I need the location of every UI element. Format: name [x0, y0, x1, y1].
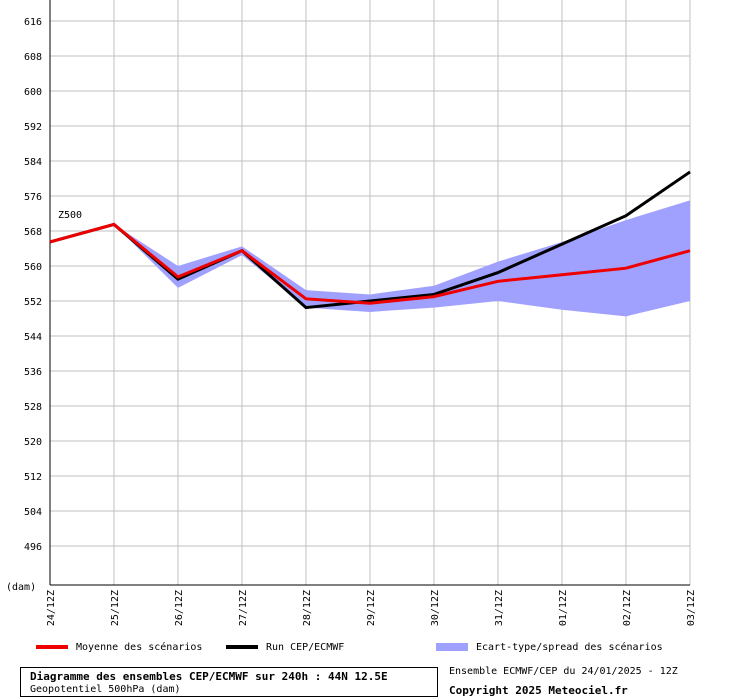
x-tick-label: 28/12Z: [302, 590, 313, 626]
y-unit-label: (dam): [6, 582, 36, 593]
y-tick-label: 520: [24, 437, 42, 448]
chart-title: Diagramme des ensembles CEP/ECMWF sur 24…: [30, 670, 388, 683]
ensemble-chart: 496 504 512 520 528 536 544 552 560 568 576 584 592 6…: [6, 0, 697, 626]
x-tick-label: 25/12Z: [110, 590, 121, 626]
x-tick-label: 27/12Z: [238, 590, 249, 626]
legend-spread: Ecart-type/spread des scénarios: [436, 638, 663, 656]
y-tick-label: 568: [24, 227, 42, 238]
spread-band: [50, 200, 690, 317]
legend-run: Run CEP/ECMWF: [226, 638, 344, 656]
x-tick-label: 02/12Z: [622, 590, 633, 626]
x-tick-label: 30/12Z: [430, 590, 441, 626]
y-tick-label: 512: [24, 472, 42, 483]
x-tick-label: 03/12Z: [686, 590, 697, 626]
y-tick-label: 616: [24, 17, 42, 28]
x-tick-label: 29/12Z: [366, 590, 377, 626]
y-tick-label: 544: [24, 332, 42, 343]
y-tick-label: 584: [24, 157, 42, 168]
legend-spread-swatch: [436, 643, 468, 651]
x-tick-label: 01/12Z: [558, 590, 569, 626]
run-info: Ensemble ECMWF/CEP du 24/01/2025 - 12Z: [449, 666, 678, 677]
y-tick-label: 600: [24, 87, 42, 98]
legend-mean-swatch: [36, 645, 68, 649]
y-tick-label: 608: [24, 52, 42, 63]
x-tick-label: 24/12Z: [46, 590, 57, 626]
y-tick-label: 496: [24, 542, 42, 553]
legend-mean: Moyenne des scénarios: [36, 638, 202, 656]
y-tick-label: 552: [24, 297, 42, 308]
legend-run-swatch: [226, 645, 258, 649]
series-label: Z500: [58, 210, 82, 221]
y-tick-label: 504: [24, 507, 42, 518]
y-tick-label: 560: [24, 262, 42, 273]
y-tick-label: 536: [24, 367, 42, 378]
legend-spread-label: Ecart-type/spread des scénarios: [476, 641, 663, 653]
legend-run-label: Run CEP/ECMWF: [266, 641, 345, 653]
info-box: Diagramme des ensembles CEP/ECMWF sur 24…: [20, 667, 438, 697]
y-tick-label: 576: [24, 192, 42, 203]
legend-mean-label: Moyenne des scénarios: [76, 641, 203, 653]
y-tick-label: 528: [24, 402, 42, 413]
x-tick-label: 26/12Z: [174, 590, 185, 626]
y-tick-label: 592: [24, 122, 42, 133]
mean-series-line: [49, 222, 691, 305]
chart-subtitle: Geopotentiel 500hPa (dam): [30, 684, 181, 695]
copyright: Copyright 2025 Meteociel.fr: [449, 684, 628, 697]
x-tick-label: 31/12Z: [494, 590, 505, 626]
